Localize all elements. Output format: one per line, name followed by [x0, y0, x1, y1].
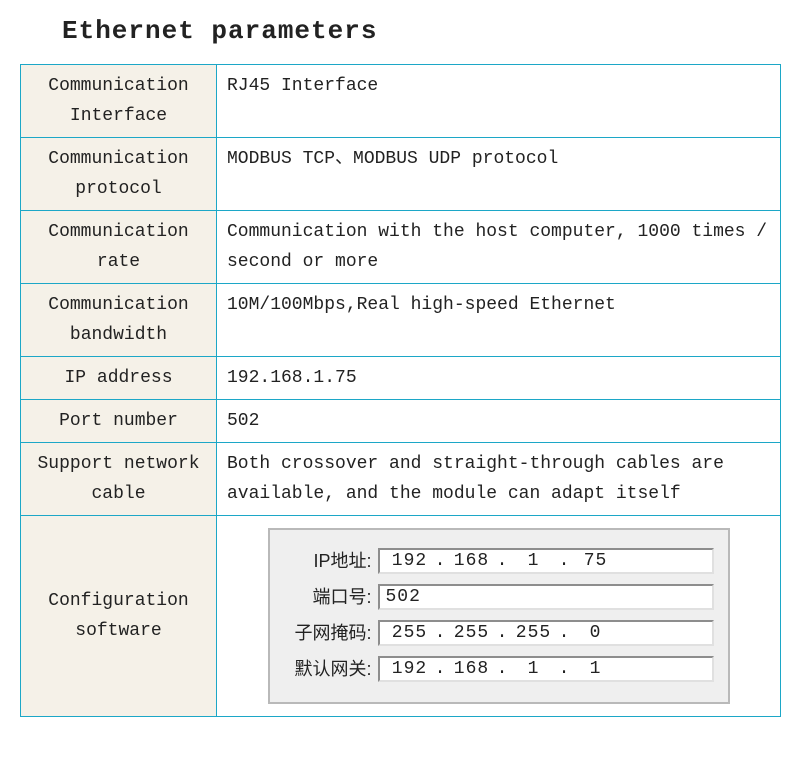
dot-icon: .	[434, 618, 448, 648]
dot-icon: .	[434, 546, 448, 576]
param-label: Communication Interface	[21, 65, 217, 138]
default-gateway-field[interactable]: 192. 168. 1. 1	[378, 656, 714, 682]
ip-octet: 168	[448, 654, 496, 684]
ip-octet: 255	[510, 618, 558, 648]
config-panel: IP地址: 192. 168. 1. 75 端口号: 502	[268, 528, 730, 704]
config-row-gateway: 默认网关: 192. 168. 1. 1	[284, 654, 714, 684]
param-label: Communication bandwidth	[21, 284, 217, 357]
port-value: 502	[386, 582, 421, 612]
config-label-gateway: 默认网关:	[284, 654, 378, 684]
config-label-ip: IP地址:	[284, 546, 378, 576]
param-label: Port number	[21, 400, 217, 443]
config-row-port: 端口号: 502	[284, 582, 714, 612]
ip-octet: 0	[572, 618, 620, 648]
param-label: Configuration software	[21, 516, 217, 717]
ip-octet: 1	[510, 546, 558, 576]
params-table: Communication Interface RJ45 Interface C…	[20, 64, 781, 717]
subnet-mask-field[interactable]: 255. 255. 255. 0	[378, 620, 714, 646]
port-field[interactable]: 502	[378, 584, 714, 610]
param-label: IP address	[21, 357, 217, 400]
table-row: Configuration software IP地址: 192. 168. 1…	[21, 516, 781, 717]
param-value: 10M/100Mbps,Real high-speed Ethernet	[217, 284, 781, 357]
ip-octet: 255	[448, 618, 496, 648]
ip-octet: 1	[510, 654, 558, 684]
dot-icon: .	[496, 654, 510, 684]
param-value: 502	[217, 400, 781, 443]
config-label-subnet: 子网掩码:	[284, 618, 378, 648]
table-row: Communication rate Communication with th…	[21, 211, 781, 284]
table-row: Port number 502	[21, 400, 781, 443]
dot-icon: .	[558, 654, 572, 684]
config-row-subnet: 子网掩码: 255. 255. 255. 0	[284, 618, 714, 648]
config-row-ip: IP地址: 192. 168. 1. 75	[284, 546, 714, 576]
page-title: Ethernet parameters	[62, 16, 780, 46]
dot-icon: .	[558, 546, 572, 576]
table-row: Communication bandwidth 10M/100Mbps,Real…	[21, 284, 781, 357]
table-row: Support network cable Both crossover and…	[21, 443, 781, 516]
param-value: Communication with the host computer, 10…	[217, 211, 781, 284]
ip-octet: 192	[386, 654, 434, 684]
table-row: Communication protocol MODBUS TCP、MODBUS…	[21, 138, 781, 211]
table-row: Communication Interface RJ45 Interface	[21, 65, 781, 138]
ip-octet: 75	[572, 546, 620, 576]
config-label-port: 端口号:	[284, 582, 378, 612]
dot-icon: .	[434, 654, 448, 684]
dot-icon: .	[496, 546, 510, 576]
dot-icon: .	[496, 618, 510, 648]
ip-octet: 1	[572, 654, 620, 684]
param-label: Communication rate	[21, 211, 217, 284]
param-label: Communication protocol	[21, 138, 217, 211]
param-label: Support network cable	[21, 443, 217, 516]
param-value-config: IP地址: 192. 168. 1. 75 端口号: 502	[217, 516, 781, 717]
table-row: IP address 192.168.1.75	[21, 357, 781, 400]
dot-icon: .	[558, 618, 572, 648]
ip-octet: 255	[386, 618, 434, 648]
param-value: 192.168.1.75	[217, 357, 781, 400]
ip-octet: 168	[448, 546, 496, 576]
ip-address-field[interactable]: 192. 168. 1. 75	[378, 548, 714, 574]
param-value: MODBUS TCP、MODBUS UDP protocol	[217, 138, 781, 211]
param-value: RJ45 Interface	[217, 65, 781, 138]
param-value: Both crossover and straight-through cabl…	[217, 443, 781, 516]
ip-octet: 192	[386, 546, 434, 576]
